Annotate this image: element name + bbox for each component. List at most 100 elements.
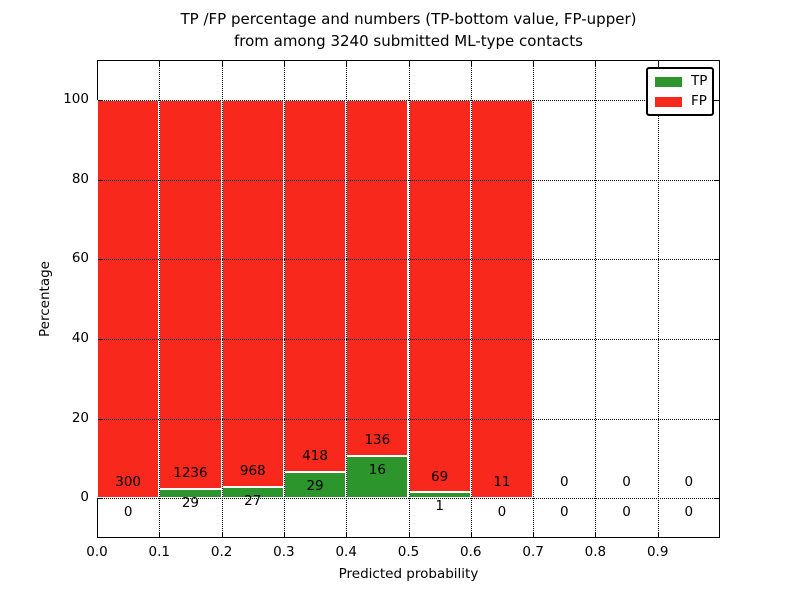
tp-count-label: 16 bbox=[368, 462, 386, 479]
gridline-vertical bbox=[657, 61, 659, 537]
fp-count-label: 0 bbox=[622, 474, 631, 491]
tp-count-label: 0 bbox=[559, 504, 569, 521]
gridline-vertical bbox=[221, 61, 223, 537]
legend-entry-tp: TP bbox=[655, 73, 708, 89]
legend-label-fp: FP bbox=[691, 93, 707, 109]
fp-count-label: 418 bbox=[302, 448, 328, 465]
fp-count-label: 300 bbox=[115, 474, 142, 491]
bar-fp-segment bbox=[221, 99, 284, 488]
x-tick-mark bbox=[595, 61, 597, 66]
y-tick-mark bbox=[714, 259, 719, 261]
tp-count-label: 0 bbox=[123, 504, 133, 521]
chart-title-line1: TP /FP percentage and numbers (TP-bottom… bbox=[180, 10, 637, 28]
x-tick-label: 0.6 bbox=[460, 544, 482, 560]
x-tick-mark bbox=[470, 61, 472, 66]
fp-count-label: 0 bbox=[559, 474, 569, 491]
legend-swatch-tp-icon bbox=[655, 76, 682, 87]
x-axis-label: Predicted probability bbox=[338, 566, 479, 582]
y-tick-mark bbox=[98, 498, 103, 500]
gridline-vertical bbox=[408, 61, 410, 537]
x-tick-mark bbox=[533, 532, 535, 537]
x-tick-label: 0.8 bbox=[584, 544, 607, 560]
legend: TP FP bbox=[646, 67, 714, 116]
x-tick-mark bbox=[283, 532, 285, 537]
x-tick-label: 0.4 bbox=[335, 544, 357, 560]
y-tick-label: 80 bbox=[71, 170, 89, 187]
y-axis-label: Percentage bbox=[37, 261, 53, 337]
fp-count-label: 1236 bbox=[173, 465, 208, 482]
y-tick-mark bbox=[98, 179, 103, 181]
x-tick-mark bbox=[533, 61, 535, 66]
bar-fp-segment bbox=[97, 99, 160, 499]
x-tick-mark bbox=[221, 61, 223, 66]
bar-tp-segment bbox=[346, 456, 409, 499]
gridline-vertical bbox=[346, 61, 348, 537]
x-tick-label: 0.3 bbox=[273, 544, 295, 560]
x-tick-mark bbox=[159, 532, 161, 537]
gridline-horizontal bbox=[98, 99, 719, 101]
bar-fp-segment bbox=[346, 99, 409, 457]
y-tick-mark bbox=[98, 99, 103, 101]
tp-count-label: 0 bbox=[497, 504, 507, 521]
x-tick-mark bbox=[657, 532, 659, 537]
fp-count-label: 69 bbox=[431, 468, 449, 485]
x-tick-mark bbox=[283, 61, 285, 66]
x-tick-mark bbox=[408, 532, 410, 537]
gridline-vertical bbox=[159, 61, 161, 537]
x-tick-mark bbox=[159, 61, 161, 66]
x-tick-label: 0.0 bbox=[86, 544, 108, 560]
gridline-vertical bbox=[595, 61, 597, 537]
x-tick-label: 0.1 bbox=[148, 544, 171, 560]
y-tick-mark bbox=[714, 338, 719, 340]
x-tick-label: 0.5 bbox=[397, 544, 420, 560]
y-tick-mark bbox=[714, 418, 719, 420]
fp-count-label: 968 bbox=[239, 463, 266, 480]
y-tick-label: 0 bbox=[80, 489, 89, 506]
y-tick-mark bbox=[98, 338, 103, 340]
gridline-horizontal bbox=[98, 498, 719, 500]
y-tick-mark bbox=[98, 418, 103, 420]
y-tick-label: 20 bbox=[71, 409, 89, 426]
y-tick-mark bbox=[714, 179, 719, 181]
gridline-horizontal bbox=[98, 179, 719, 181]
x-tick-mark bbox=[346, 532, 348, 537]
gridline-horizontal bbox=[98, 338, 719, 340]
gridline-horizontal bbox=[98, 418, 719, 420]
x-tick-label: 0.9 bbox=[646, 544, 669, 560]
fp-count-label: 136 bbox=[364, 432, 391, 449]
y-tick-label: 60 bbox=[71, 250, 89, 267]
bar-fp-segment bbox=[283, 99, 347, 473]
legend-label-tp: TP bbox=[691, 73, 708, 89]
x-tick-mark bbox=[408, 61, 410, 66]
tp-count-label: 0 bbox=[622, 504, 631, 521]
tp-count-label: 29 bbox=[306, 478, 324, 495]
y-tick-mark bbox=[714, 498, 719, 500]
gridline-vertical bbox=[533, 61, 535, 537]
x-tick-label: 0.7 bbox=[522, 544, 544, 560]
gridline-horizontal bbox=[98, 259, 719, 261]
x-tick-mark bbox=[97, 532, 98, 537]
legend-swatch-fp-icon bbox=[655, 96, 682, 107]
fp-count-label: 11 bbox=[493, 474, 511, 491]
x-tick-label: 0.2 bbox=[210, 544, 233, 560]
x-tick-mark bbox=[221, 532, 223, 537]
gridline-vertical bbox=[470, 61, 472, 537]
bar-tp-segment bbox=[283, 472, 347, 499]
gridline-vertical bbox=[283, 61, 285, 537]
tp-count-label: 29 bbox=[181, 494, 200, 511]
fp-count-label: 0 bbox=[684, 474, 694, 491]
tp-count-label: 1 bbox=[435, 498, 444, 515]
chart-title-line2: from among 3240 submitted ML-type contac… bbox=[234, 32, 583, 50]
bar-fp-segment bbox=[470, 99, 534, 499]
bar-fp-segment bbox=[408, 99, 471, 493]
x-tick-mark bbox=[657, 61, 659, 66]
y-tick-mark bbox=[98, 259, 103, 261]
y-tick-mark bbox=[714, 99, 719, 101]
y-tick-label: 100 bbox=[63, 90, 89, 107]
legend-entry-fp: FP bbox=[655, 93, 707, 109]
x-tick-mark bbox=[595, 532, 597, 537]
x-tick-mark bbox=[470, 532, 472, 537]
x-tick-mark bbox=[97, 61, 98, 66]
tp-count-label: 0 bbox=[684, 504, 694, 521]
